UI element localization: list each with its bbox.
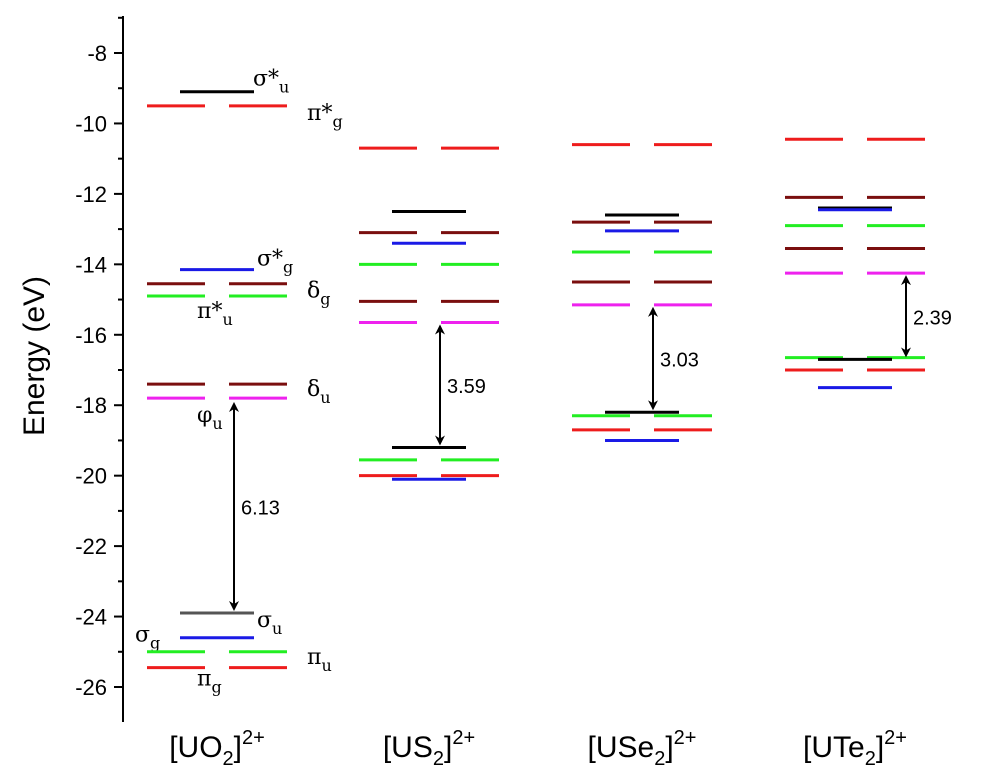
- orbital-subscript: g: [320, 290, 330, 309]
- category-bracket: ]: [444, 731, 452, 764]
- y-tick-label: -22: [75, 534, 107, 559]
- orbital-symbol: δ: [307, 377, 320, 402]
- category-subscript: 2: [654, 748, 665, 770]
- orbital-subscript: g: [150, 634, 160, 653]
- y-tick-label: -8: [87, 41, 107, 66]
- orbital-subscript: u: [320, 388, 330, 407]
- category-bracket: ]: [665, 731, 673, 764]
- orbital-symbol: π: [197, 667, 211, 692]
- category-superscript: 2+: [884, 727, 907, 749]
- y-axis: -8 -10 -12 -14 -16 -18 -20 -22 -24 -26: [75, 16, 124, 722]
- gap-arrows: 6.13 3.59 3.03 2.39: [229, 275, 952, 612]
- orbital-symbol: φ: [197, 403, 212, 428]
- orbital-symbol: π*: [197, 299, 222, 324]
- category-superscript: 2+: [452, 727, 475, 749]
- y-tick-label: -12: [75, 182, 107, 207]
- category-subscript: 2: [223, 748, 234, 770]
- orbital-subscript: g: [211, 678, 221, 697]
- orbital-symbol: δ: [307, 279, 320, 304]
- category-superscript: 2+: [674, 727, 697, 749]
- y-axis-title: Energy (eV): [18, 276, 51, 436]
- orbital-label: πu: [307, 645, 332, 675]
- category-prefix: [USe: [588, 731, 655, 764]
- category-labels: [UO2]2+ [US2]2+ [USe2]2+ [UTe2]2+: [169, 727, 907, 770]
- orbital-label: πg: [197, 667, 222, 697]
- y-tick-label: -16: [75, 323, 107, 348]
- orbital-symbol: σ: [135, 623, 150, 648]
- orbital-symbol: π*: [307, 101, 332, 126]
- category-bracket: ]: [876, 731, 884, 764]
- gap-value: 6.13: [241, 497, 280, 519]
- orbital-label: σg: [135, 623, 160, 653]
- orbital-subscript: u: [272, 619, 282, 638]
- y-tick-label: -20: [75, 464, 107, 489]
- y-tick-label: -24: [75, 605, 107, 630]
- orbital-label: φu: [197, 403, 223, 433]
- gap-value: 3.03: [660, 350, 699, 372]
- orbital-symbol: σ*: [253, 67, 279, 92]
- orbital-label: δg: [307, 279, 331, 309]
- category-subscript: 2: [865, 748, 876, 770]
- orbital-subscript: u: [222, 310, 232, 329]
- category-prefix: [UO: [169, 731, 222, 764]
- category-subscript: 2: [433, 748, 444, 770]
- orbital-symbol: σ: [257, 608, 272, 633]
- orbital-label: δu: [307, 377, 331, 407]
- category-superscript: 2+: [242, 727, 265, 749]
- y-tick-label: -14: [75, 252, 107, 277]
- orbital-subscript: u: [212, 414, 222, 433]
- category-bracket: ]: [234, 731, 242, 764]
- orbital-label: π*g: [307, 101, 343, 131]
- y-tick-label: -10: [75, 111, 107, 136]
- orbital-symbol: π: [307, 645, 321, 670]
- orbital-label: σu: [257, 608, 282, 638]
- orbital-subscript: u: [279, 78, 289, 97]
- orbital-label: π*u: [197, 299, 233, 329]
- category-prefix: [US: [383, 731, 433, 764]
- category-label: [US2]2+: [383, 727, 475, 770]
- category-label: [UO2]2+: [169, 727, 265, 770]
- orbital-symbol: σ*: [257, 247, 283, 272]
- orbital-subscript: g: [332, 112, 342, 131]
- orbital-subscript: u: [321, 656, 331, 675]
- orbital-label: σ*u: [253, 67, 289, 97]
- category-label: [UTe2]2+: [803, 727, 907, 770]
- category-prefix: [UTe: [803, 731, 865, 764]
- gap-value: 2.39: [913, 307, 952, 329]
- orbital-subscript: g: [283, 258, 293, 277]
- y-tick-label: -18: [75, 393, 107, 418]
- orbital-label: σ*g: [257, 247, 293, 277]
- y-tick-label: -26: [75, 675, 107, 700]
- category-label: [USe2]2+: [588, 727, 697, 770]
- gap-value: 3.59: [447, 376, 486, 398]
